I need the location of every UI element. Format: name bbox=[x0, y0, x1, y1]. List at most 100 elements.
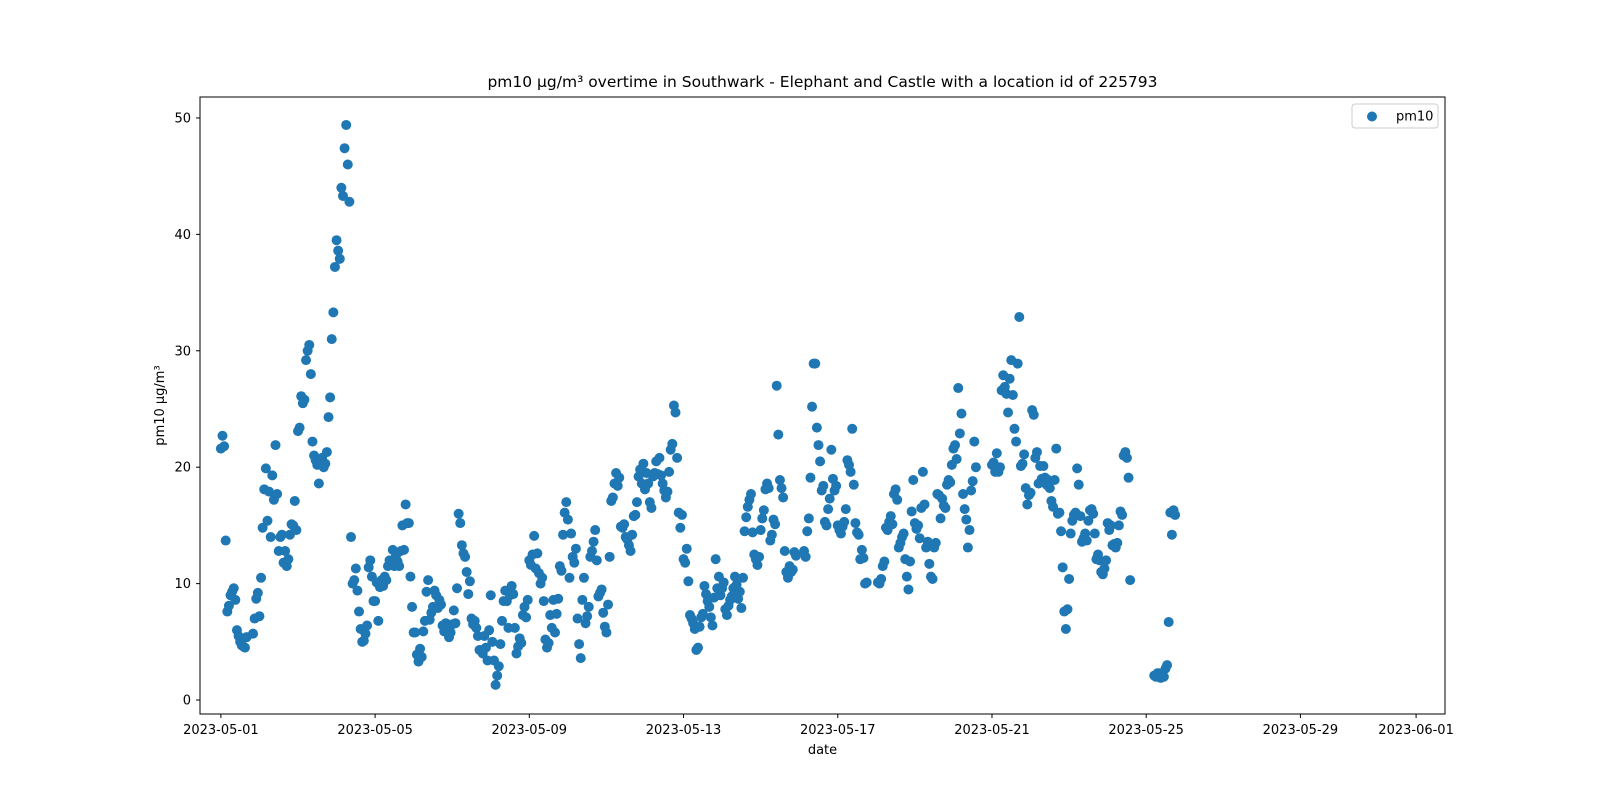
data-point bbox=[667, 438, 678, 449]
data-point bbox=[831, 480, 842, 491]
data-point bbox=[1123, 472, 1134, 483]
data-point bbox=[415, 643, 426, 654]
data-point bbox=[741, 512, 752, 523]
data-point bbox=[721, 610, 732, 621]
data-point bbox=[590, 525, 601, 536]
data-point bbox=[490, 679, 501, 690]
data-point bbox=[550, 627, 561, 638]
data-point bbox=[564, 572, 575, 583]
data-point bbox=[603, 599, 614, 610]
data-point bbox=[1019, 449, 1030, 460]
data-point bbox=[919, 499, 930, 510]
data-point bbox=[643, 478, 654, 489]
data-point bbox=[453, 508, 464, 519]
data-point bbox=[845, 466, 856, 477]
data-point bbox=[1012, 358, 1023, 369]
data-point bbox=[455, 518, 466, 529]
data-point bbox=[850, 518, 861, 529]
data-point bbox=[1088, 508, 1099, 519]
data-point bbox=[1083, 515, 1094, 526]
data-point bbox=[480, 642, 491, 653]
data-point bbox=[265, 532, 276, 543]
data-point bbox=[1162, 660, 1173, 671]
data-point bbox=[694, 621, 705, 632]
data-point bbox=[341, 119, 352, 130]
data-point bbox=[304, 339, 315, 350]
data-point bbox=[381, 575, 392, 586]
data-point bbox=[577, 594, 588, 605]
data-point bbox=[1121, 452, 1132, 463]
data-point bbox=[766, 529, 777, 540]
data-point bbox=[1051, 443, 1062, 454]
data-point bbox=[630, 509, 641, 520]
data-point bbox=[537, 572, 548, 583]
data-point bbox=[529, 530, 540, 541]
data-point bbox=[471, 622, 482, 633]
data-point bbox=[662, 486, 673, 497]
y-tick-label: 20 bbox=[174, 461, 191, 476]
data-point bbox=[365, 555, 376, 566]
data-point bbox=[280, 546, 291, 557]
data-point bbox=[803, 513, 814, 524]
data-point bbox=[582, 611, 593, 622]
data-point bbox=[676, 509, 687, 520]
data-point bbox=[876, 573, 887, 584]
data-point bbox=[307, 436, 318, 447]
data-point bbox=[228, 583, 239, 594]
data-point bbox=[969, 436, 980, 447]
data-point bbox=[522, 594, 533, 605]
data-point bbox=[342, 159, 353, 170]
x-tick-label: 2023-05-21 bbox=[954, 723, 1030, 738]
data-point bbox=[1163, 617, 1174, 628]
data-point bbox=[879, 556, 890, 567]
data-point bbox=[461, 566, 472, 577]
x-tick-label: 2023-05-05 bbox=[337, 723, 413, 738]
data-points bbox=[215, 119, 1181, 690]
data-point bbox=[848, 479, 859, 490]
data-point bbox=[487, 636, 498, 647]
data-point bbox=[270, 440, 281, 451]
data-point bbox=[1057, 562, 1068, 573]
data-point bbox=[755, 525, 766, 536]
data-point bbox=[521, 612, 532, 623]
data-point bbox=[604, 551, 615, 562]
data-point bbox=[219, 441, 230, 452]
data-point bbox=[508, 589, 519, 600]
data-point bbox=[492, 670, 503, 681]
data-point bbox=[403, 518, 414, 529]
data-point bbox=[416, 651, 427, 662]
y-axis-label: pm10 µg/m³ bbox=[153, 365, 168, 445]
data-point bbox=[239, 642, 250, 653]
data-point bbox=[758, 505, 769, 516]
data-point bbox=[339, 143, 350, 154]
data-point bbox=[964, 525, 975, 536]
data-point bbox=[807, 401, 818, 412]
data-point bbox=[326, 334, 337, 345]
data-point bbox=[966, 485, 977, 496]
data-point bbox=[776, 483, 787, 494]
data-point bbox=[970, 462, 981, 473]
data-point bbox=[509, 622, 520, 633]
data-point bbox=[435, 599, 446, 610]
data-point bbox=[697, 608, 708, 619]
data-point bbox=[905, 556, 916, 567]
data-point bbox=[903, 584, 914, 595]
data-point bbox=[672, 452, 683, 463]
data-point bbox=[1009, 423, 1020, 434]
data-point bbox=[612, 480, 623, 491]
data-point bbox=[256, 572, 267, 583]
data-point bbox=[811, 422, 822, 433]
data-point bbox=[890, 484, 901, 495]
data-point bbox=[570, 543, 581, 554]
data-point bbox=[917, 466, 928, 477]
data-point bbox=[566, 528, 577, 539]
data-point bbox=[940, 502, 951, 513]
data-point bbox=[598, 607, 609, 618]
data-point bbox=[646, 502, 657, 513]
data-point bbox=[1014, 312, 1025, 323]
data-point bbox=[350, 563, 361, 574]
data-point bbox=[826, 444, 837, 455]
data-point bbox=[959, 504, 970, 515]
data-point bbox=[734, 586, 745, 597]
data-point bbox=[1113, 520, 1124, 531]
